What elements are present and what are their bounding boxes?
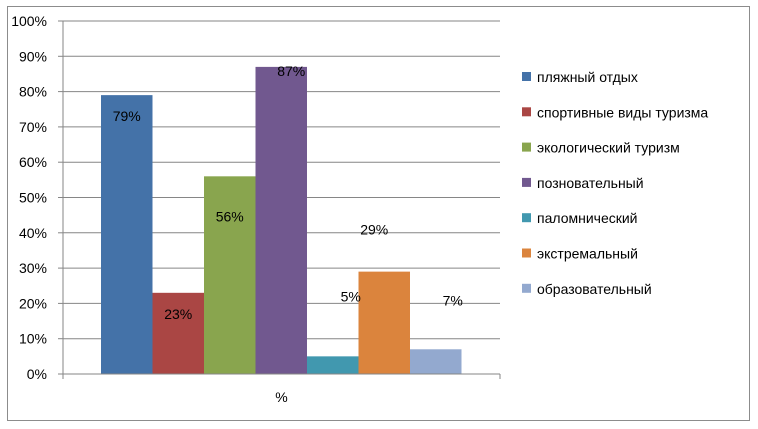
x-axis-category-label: % bbox=[275, 389, 287, 405]
bar-5 bbox=[307, 356, 359, 374]
y-tick-label: 20% bbox=[19, 295, 47, 311]
data-label: 5% bbox=[341, 288, 361, 304]
data-label: 29% bbox=[360, 222, 388, 238]
legend-label: экстремальный bbox=[537, 246, 638, 262]
legend-swatch bbox=[522, 107, 531, 117]
legend-swatch bbox=[522, 283, 531, 293]
legend-label: позновательный bbox=[537, 175, 644, 191]
y-tick-label: 100% bbox=[11, 13, 47, 29]
bar-6 bbox=[358, 271, 410, 374]
legend-swatch bbox=[522, 142, 531, 152]
legend-label: спортивные виды туризма bbox=[537, 104, 708, 120]
y-tick-label: 80% bbox=[19, 84, 47, 100]
data-label: 87% bbox=[277, 63, 305, 79]
legend-label: образовательный bbox=[537, 281, 652, 297]
y-tick-label: 30% bbox=[19, 260, 47, 276]
legend-label: паломнический bbox=[537, 210, 638, 226]
legend-swatch bbox=[522, 248, 531, 258]
y-tick-label: 50% bbox=[19, 190, 47, 206]
y-axis-ticks: 0% 10% 20% 30% 40% 50% 60% 70% 80% 90% 100% bbox=[11, 13, 63, 382]
legend-label: пляжный отдых bbox=[537, 69, 638, 85]
data-label: 7% bbox=[443, 292, 463, 308]
axes bbox=[62, 21, 501, 379]
legend-swatch bbox=[522, 213, 531, 223]
bar-3 bbox=[204, 176, 256, 374]
legend-swatch bbox=[522, 177, 531, 187]
bar-4 bbox=[255, 66, 307, 374]
y-tick-label: 60% bbox=[19, 154, 47, 170]
bar-1 bbox=[101, 95, 153, 374]
bar-2 bbox=[152, 292, 204, 374]
data-label: 79% bbox=[113, 108, 141, 124]
y-tick-label: 0% bbox=[27, 366, 47, 382]
legend-swatch bbox=[522, 72, 531, 81]
y-tick-label: 70% bbox=[19, 119, 47, 135]
data-labels: 79% 23% 56% 87% 5% 29% 7% bbox=[113, 63, 463, 322]
y-tick-label: 10% bbox=[19, 331, 47, 347]
data-label: 56% bbox=[216, 208, 244, 224]
y-tick-label: 40% bbox=[19, 225, 47, 241]
bar-7 bbox=[410, 349, 462, 374]
legend-label: экологический туризм bbox=[537, 140, 680, 156]
data-label: 23% bbox=[164, 306, 192, 322]
y-tick-label: 90% bbox=[19, 48, 47, 64]
legend: пляжный отдых спортивные виды туризма экол… bbox=[522, 69, 708, 297]
bars bbox=[101, 66, 462, 374]
